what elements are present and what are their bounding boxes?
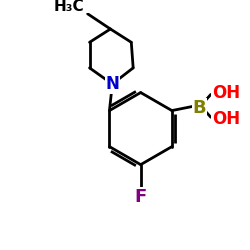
Text: OH: OH xyxy=(212,110,240,128)
Text: H₃C: H₃C xyxy=(53,0,84,14)
Text: N: N xyxy=(105,75,119,93)
Text: B: B xyxy=(192,99,206,117)
Text: F: F xyxy=(134,188,147,206)
Text: OH: OH xyxy=(212,84,240,102)
